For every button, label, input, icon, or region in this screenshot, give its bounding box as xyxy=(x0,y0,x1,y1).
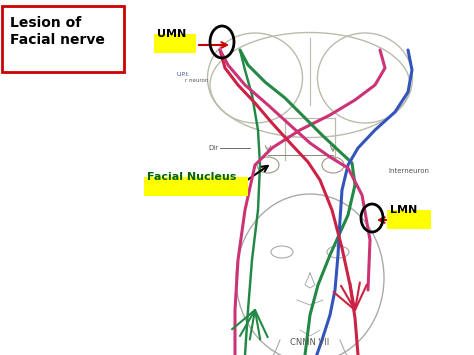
Text: Lesion of
Facial nerve: Lesion of Facial nerve xyxy=(10,16,105,47)
FancyBboxPatch shape xyxy=(387,210,431,229)
FancyBboxPatch shape xyxy=(2,6,124,72)
Text: Dir: Dir xyxy=(208,145,218,151)
FancyBboxPatch shape xyxy=(154,34,196,53)
Text: r neuron: r neuron xyxy=(185,78,209,83)
Text: LMN: LMN xyxy=(390,205,417,215)
Text: UMN: UMN xyxy=(157,29,186,39)
Text: CNMN VII: CNMN VII xyxy=(291,338,329,347)
Text: U.P.t.: U.P.t. xyxy=(177,72,191,77)
Text: Facial Nucleus: Facial Nucleus xyxy=(147,172,237,182)
Text: Interneuron: Interneuron xyxy=(388,168,429,174)
FancyBboxPatch shape xyxy=(144,177,248,196)
